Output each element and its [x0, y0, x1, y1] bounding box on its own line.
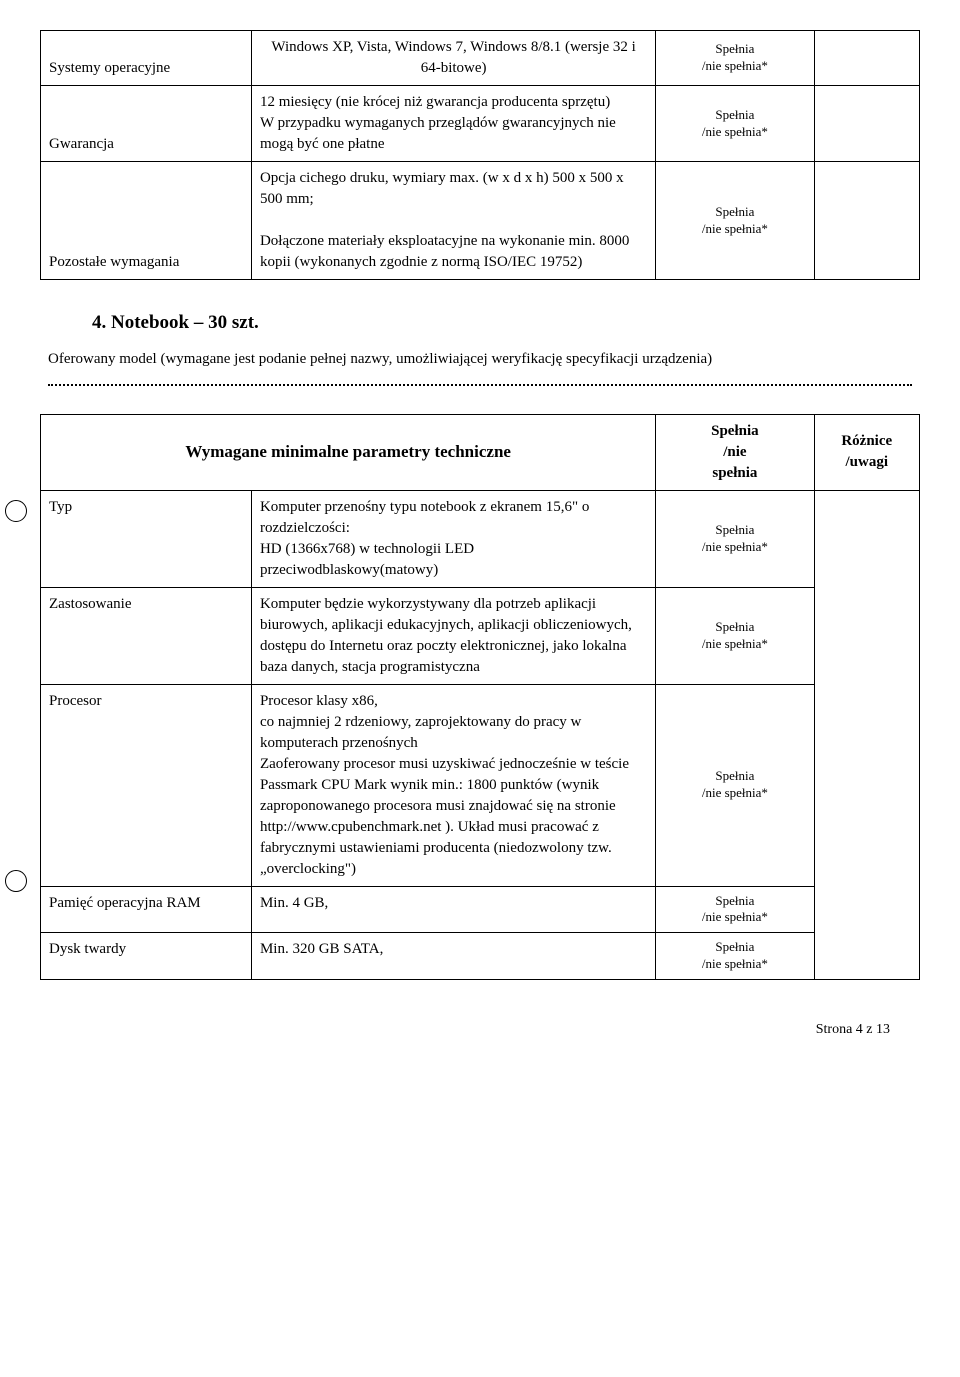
spec-label: Procesor — [41, 684, 252, 886]
header-line: Spełnia — [711, 423, 759, 439]
status-text: Spełnia — [715, 522, 754, 537]
table-row: Gwarancja 12 miesięcy (nie krócej niż gw… — [41, 86, 920, 162]
spec-label: Gwarancja — [41, 86, 252, 162]
table-row: Systemy operacyjne Windows XP, Vista, Wi… — [41, 31, 920, 86]
spec-desc: Komputer przenośny typu notebook z ekran… — [251, 490, 655, 587]
status-text: /nie spełnia* — [702, 124, 768, 139]
header-main: Wymagane minimalne parametry techniczne — [41, 414, 656, 490]
spec-status: Spełnia /nie spełnia* — [656, 886, 814, 933]
spec-status: Spełnia /nie spełnia* — [656, 587, 814, 684]
spec-diff — [814, 31, 920, 86]
status-text: /nie spełnia* — [702, 539, 768, 554]
status-text: Spełnia — [715, 768, 754, 783]
status-text: Spełnia — [715, 939, 754, 954]
spec-label: Typ — [41, 490, 252, 587]
header-diff: Różnice /uwagi — [814, 414, 920, 490]
spec-label: Pamięć operacyjna RAM — [41, 886, 252, 933]
spec-status: Spełnia /nie spełnia* — [656, 933, 814, 980]
status-text: /nie spełnia* — [702, 58, 768, 73]
spec-status: Spełnia /nie spełnia* — [656, 86, 814, 162]
punch-hole-bottom — [5, 870, 27, 892]
header-line: /uwagi — [845, 454, 888, 470]
spec-status: Spełnia /nie spełnia* — [656, 490, 814, 587]
dotted-fill-line — [48, 384, 912, 386]
spec-desc: Opcja cichego druku, wymiary max. (w x d… — [251, 162, 655, 280]
table-row: Procesor Procesor klasy x86,co najmniej … — [41, 684, 920, 886]
status-text: Spełnia — [715, 204, 754, 219]
spec-desc: Komputer będzie wykorzystywany dla potrz… — [251, 587, 655, 684]
table-row: Typ Komputer przenośny typu notebook z e… — [41, 490, 920, 587]
spec-diff — [814, 490, 920, 980]
header-line: /nie — [723, 444, 746, 460]
status-text: Spełnia — [715, 41, 754, 56]
spec-label: Pozostałe wymagania — [41, 162, 252, 280]
status-text: /nie spełnia* — [702, 956, 768, 971]
header-line: spełnia — [712, 465, 757, 481]
status-text: /nie spełnia* — [702, 909, 768, 924]
section-heading: 4. Notebook – 30 szt. — [92, 310, 920, 337]
table-row: Pamięć operacyjna RAM Min. 4 GB, Spełnia… — [41, 886, 920, 933]
spec-diff — [814, 86, 920, 162]
page-footer: Strona 4 z 13 — [40, 1020, 890, 1040]
spec-desc: Min. 4 GB, — [251, 886, 655, 933]
status-text: Spełnia — [715, 893, 754, 908]
table-printer-spec: Systemy operacyjne Windows XP, Vista, Wi… — [40, 30, 920, 280]
spec-label: Dysk twardy — [41, 933, 252, 980]
header-line: Różnice — [841, 433, 892, 449]
table-row: Dysk twardy Min. 320 GB SATA, Spełnia /n… — [41, 933, 920, 980]
spec-label: Systemy operacyjne — [41, 31, 252, 86]
spec-desc: 12 miesięcy (nie krócej niż gwarancja pr… — [251, 86, 655, 162]
intro-text: Oferowany model (wymagane jest podanie p… — [48, 349, 920, 370]
spec-status: Spełnia /nie spełnia* — [656, 31, 814, 86]
header-status: Spełnia /nie spełnia — [656, 414, 814, 490]
table-row: Pozostałe wymagania Opcja cichego druku,… — [41, 162, 920, 280]
status-text: Spełnia — [715, 619, 754, 634]
spec-status: Spełnia /nie spełnia* — [656, 684, 814, 886]
spec-label: Zastosowanie — [41, 587, 252, 684]
table-header-row: Wymagane minimalne parametry techniczne … — [41, 414, 920, 490]
punch-hole-top — [5, 500, 27, 522]
table-notebook-spec: Wymagane minimalne parametry techniczne … — [40, 414, 920, 981]
spec-desc: Min. 320 GB SATA, — [251, 933, 655, 980]
spec-diff — [814, 162, 920, 280]
status-text: /nie spełnia* — [702, 785, 768, 800]
spec-status: Spełnia /nie spełnia* — [656, 162, 814, 280]
table-row: Zastosowanie Komputer będzie wykorzystyw… — [41, 587, 920, 684]
spec-desc: Procesor klasy x86,co najmniej 2 rdzenio… — [251, 684, 655, 886]
status-text: /nie spełnia* — [702, 636, 768, 651]
spec-desc: Windows XP, Vista, Windows 7, Windows 8/… — [251, 31, 655, 86]
status-text: /nie spełnia* — [702, 221, 768, 236]
status-text: Spełnia — [715, 107, 754, 122]
